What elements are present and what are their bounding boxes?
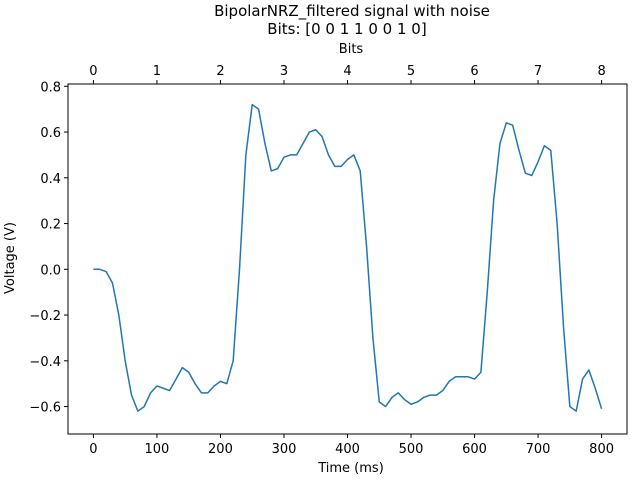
y-tick-label: −0.4 bbox=[29, 355, 61, 370]
x-tick-label: 200 bbox=[208, 442, 233, 457]
y-axis-label: Voltage (V) bbox=[3, 222, 18, 294]
top-tick-label: 6 bbox=[470, 64, 478, 79]
y-tick-label: −0.2 bbox=[29, 309, 61, 324]
y-tick-label: 0.6 bbox=[40, 126, 61, 141]
top-tick-label: 4 bbox=[343, 64, 351, 79]
x-tick-label: 800 bbox=[589, 442, 614, 457]
y-tick-label: 0.2 bbox=[40, 218, 61, 233]
top-tick-label: 2 bbox=[216, 64, 224, 79]
top-tick-label: 8 bbox=[597, 64, 605, 79]
top-tick-label: 1 bbox=[153, 64, 161, 79]
x-tick-label: 600 bbox=[462, 442, 487, 457]
x-axis-label: Time (ms) bbox=[317, 461, 384, 476]
y-tick-label: 0.0 bbox=[40, 263, 61, 278]
top-tick-label: 7 bbox=[534, 64, 542, 79]
x-tick-label: 100 bbox=[145, 442, 170, 457]
y-tick-label: 0.4 bbox=[40, 172, 61, 187]
x-tick-label: 0 bbox=[89, 442, 97, 457]
top-tick-label: 5 bbox=[407, 64, 415, 79]
plot-frame bbox=[67, 83, 628, 435]
top-axis-label: Bits bbox=[339, 42, 364, 57]
x-tick-label: 500 bbox=[399, 442, 424, 457]
top-tick-label: 3 bbox=[280, 64, 288, 79]
y-tick-label: 0.8 bbox=[40, 80, 61, 95]
data-line bbox=[93, 103, 603, 412]
x-tick-label: 300 bbox=[272, 442, 297, 457]
chart-subtitle: Bits: [0 0 1 1 0 0 1 0] bbox=[267, 20, 426, 38]
x-tick-label: 700 bbox=[526, 442, 551, 457]
top-tick-label: 0 bbox=[89, 64, 97, 79]
chart-title: BipolarNRZ_filtered signal with noise bbox=[214, 2, 490, 21]
x-tick-label: 400 bbox=[335, 442, 360, 457]
y-tick-label: −0.6 bbox=[29, 401, 61, 416]
